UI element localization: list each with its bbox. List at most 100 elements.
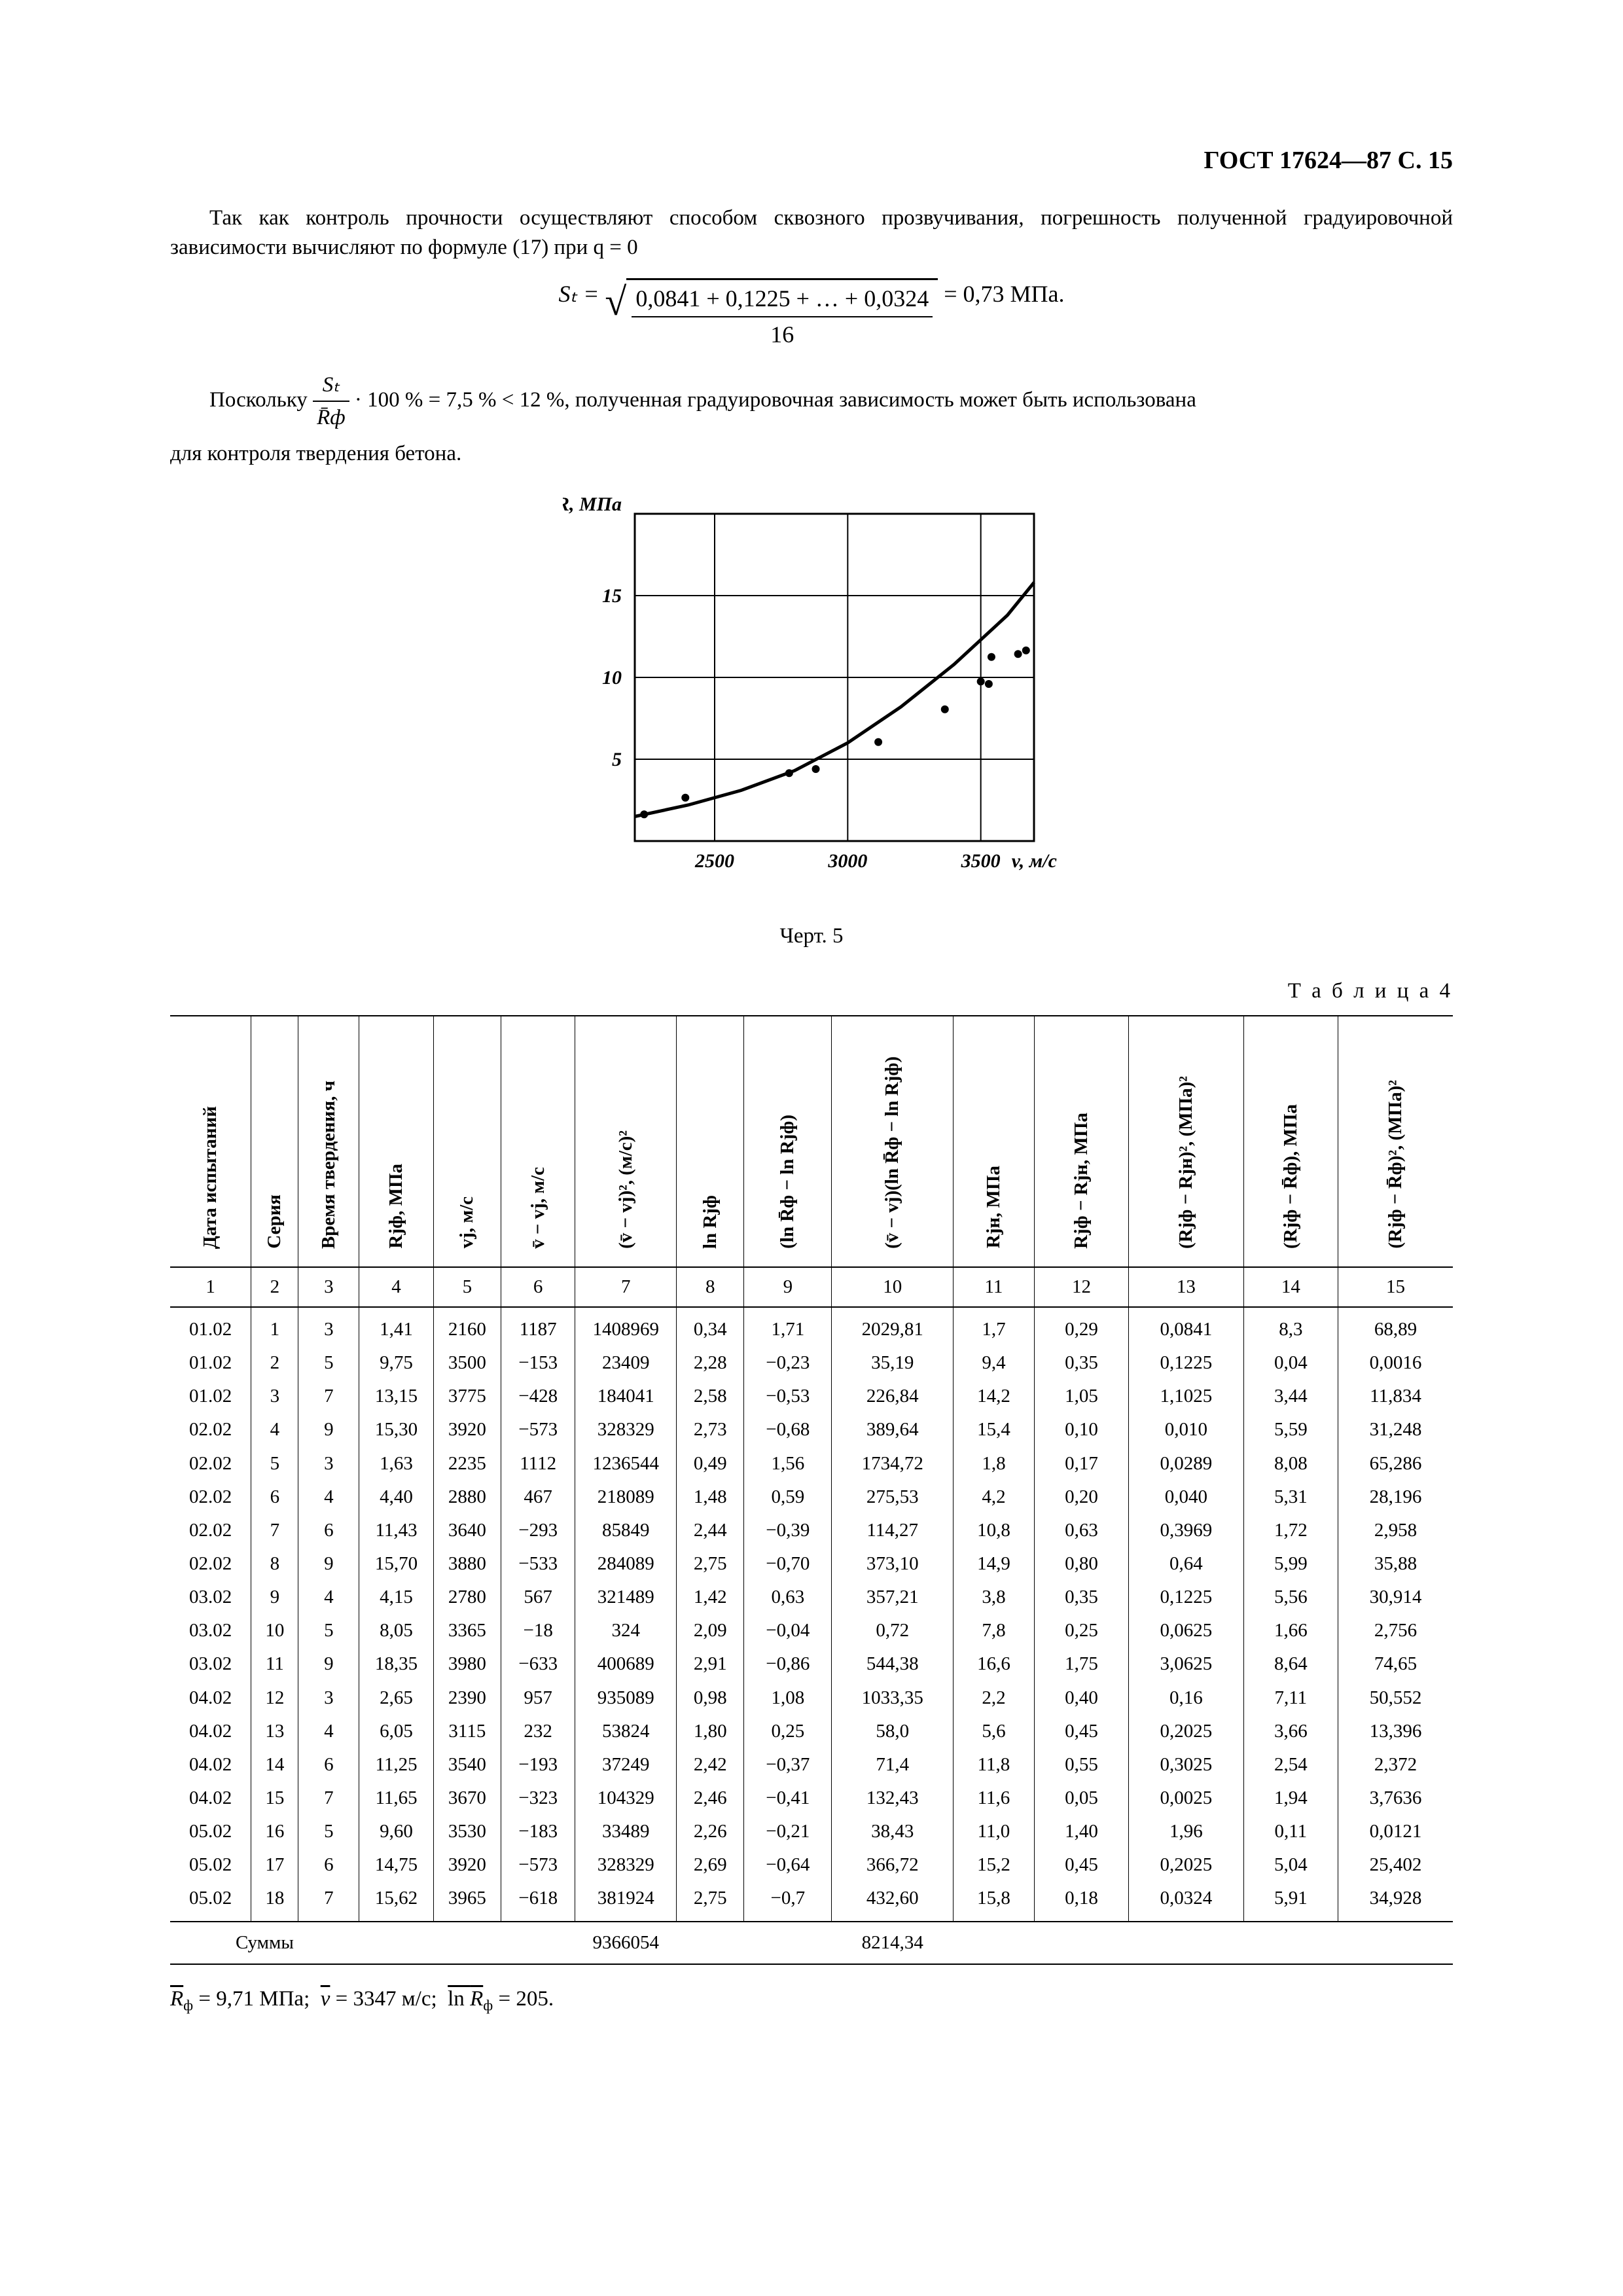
cell: 0,63 xyxy=(744,1581,832,1614)
cell: 12 xyxy=(251,1681,298,1715)
cell: 15,70 xyxy=(359,1547,433,1581)
cell: 0,29 xyxy=(1034,1307,1128,1346)
cell: 5,04 xyxy=(1243,1848,1338,1882)
cell: 2,58 xyxy=(677,1380,744,1413)
cell: 04.02 xyxy=(170,1748,251,1782)
cell: 2,28 xyxy=(677,1346,744,1380)
cell: 2,75 xyxy=(677,1882,744,1921)
table-row: 04.0215711,653670−3231043292,46−0,41132,… xyxy=(170,1782,1453,1815)
cell: 11 xyxy=(251,1647,298,1681)
svg-text:2500: 2500 xyxy=(694,850,734,872)
table-row: 02.02531,632235111212365440,491,561734,7… xyxy=(170,1447,1453,1480)
para1-text: Так как контроль прочности осуществляют … xyxy=(170,206,1453,259)
cell: 3,66 xyxy=(1243,1715,1338,1748)
cell: 02.02 xyxy=(170,1514,251,1547)
cell: 284089 xyxy=(575,1547,677,1581)
cell: 0,72 xyxy=(832,1614,954,1647)
cell: 0,55 xyxy=(1034,1748,1128,1782)
cell: 04.02 xyxy=(170,1782,251,1815)
cell: 2235 xyxy=(433,1447,501,1480)
cell: 8,3 xyxy=(1243,1307,1338,1346)
cell: 15,62 xyxy=(359,1882,433,1921)
cell: 2,54 xyxy=(1243,1748,1338,1782)
cell: −293 xyxy=(501,1514,575,1547)
cell: 02.02 xyxy=(170,1480,251,1514)
cell: 6 xyxy=(298,1514,359,1547)
col-header-12: Rjф − Rjн, МПа xyxy=(1034,1016,1128,1267)
cell: 05.02 xyxy=(170,1848,251,1882)
cell: 0,2025 xyxy=(1129,1848,1243,1882)
cell: 2780 xyxy=(433,1581,501,1614)
cell: 02.02 xyxy=(170,1547,251,1581)
cell: 5,6 xyxy=(954,1715,1035,1748)
frac-den: 16 xyxy=(632,317,933,351)
cell: 8,05 xyxy=(359,1614,433,1647)
cell: 65,286 xyxy=(1338,1447,1453,1480)
cell: 23409 xyxy=(575,1346,677,1380)
col-num-10: 10 xyxy=(832,1267,954,1307)
cell: 28,196 xyxy=(1338,1480,1453,1514)
cell: 11,65 xyxy=(359,1782,433,1815)
cell: 7 xyxy=(298,1380,359,1413)
cell: 2,73 xyxy=(677,1413,744,1446)
cell: 1,48 xyxy=(677,1480,744,1514)
cell: 1,41 xyxy=(359,1307,433,1346)
cell: 4,2 xyxy=(954,1480,1035,1514)
cell: 0,35 xyxy=(1034,1346,1128,1380)
cell: 3920 xyxy=(433,1848,501,1882)
table-row: 02.028915,703880−5332840892,75−0,70373,1… xyxy=(170,1547,1453,1581)
cell: 13,15 xyxy=(359,1380,433,1413)
cell: 01.02 xyxy=(170,1380,251,1413)
col-header-14: (Rjф − R̄ф), МПа xyxy=(1243,1016,1338,1267)
cell: 5 xyxy=(298,1815,359,1848)
cell: 7 xyxy=(298,1782,359,1815)
cell: 01.02 xyxy=(170,1346,251,1380)
cell: 2,65 xyxy=(359,1681,433,1715)
cell: −428 xyxy=(501,1380,575,1413)
cell: 11,0 xyxy=(954,1815,1035,1848)
col-header-8: ln Rjф xyxy=(677,1016,744,1267)
blank xyxy=(954,1922,1453,1964)
cell: 11,6 xyxy=(954,1782,1035,1815)
cell: 2,09 xyxy=(677,1614,744,1647)
cell: 1,8 xyxy=(954,1447,1035,1480)
cell: 218089 xyxy=(575,1480,677,1514)
inline-fraction: SₜR̄ф xyxy=(313,370,349,433)
cell: 05.02 xyxy=(170,1882,251,1921)
cell: 2,46 xyxy=(677,1782,744,1815)
cell: 0,49 xyxy=(677,1447,744,1480)
cell: 5,56 xyxy=(1243,1581,1338,1614)
cell: 04.02 xyxy=(170,1681,251,1715)
para2a: Поскольку xyxy=(209,388,313,412)
cell: 2390 xyxy=(433,1681,501,1715)
cell: 3115 xyxy=(433,1715,501,1748)
sum-col10: 8214,34 xyxy=(832,1922,954,1964)
col-header-1: Дата испытаний xyxy=(170,1016,251,1267)
cell: 37249 xyxy=(575,1748,677,1782)
cell: 4 xyxy=(298,1480,359,1514)
paragraph-1: Так как контроль прочности осуществляют … xyxy=(170,204,1453,262)
cell: 14,2 xyxy=(954,1380,1035,1413)
cell: 03.02 xyxy=(170,1614,251,1647)
cell: 0,04 xyxy=(1243,1346,1338,1380)
cell: −573 xyxy=(501,1413,575,1446)
cell: 9 xyxy=(298,1547,359,1581)
cell: 53824 xyxy=(575,1715,677,1748)
cell: 13,396 xyxy=(1338,1715,1453,1748)
sums-label: Суммы xyxy=(170,1922,359,1964)
cell: 6 xyxy=(251,1480,298,1514)
cell: −153 xyxy=(501,1346,575,1380)
cell: 467 xyxy=(501,1480,575,1514)
sqrt-sign: √ xyxy=(605,292,626,312)
cell: 389,64 xyxy=(832,1413,954,1446)
cell: 18 xyxy=(251,1882,298,1921)
svg-text:v, м/с: v, м/с xyxy=(1012,850,1057,872)
cell: 5,59 xyxy=(1243,1413,1338,1446)
chart-container: 25003000350051015R, МПаv, м/с xyxy=(170,494,1453,908)
cell: 3 xyxy=(298,1447,359,1480)
cell: 1,63 xyxy=(359,1447,433,1480)
cell: 1408969 xyxy=(575,1307,677,1346)
table-row: 03.02944,1527805673214891,420,63357,213,… xyxy=(170,1581,1453,1614)
cell: 3980 xyxy=(433,1647,501,1681)
cell: 0,0016 xyxy=(1338,1346,1453,1380)
